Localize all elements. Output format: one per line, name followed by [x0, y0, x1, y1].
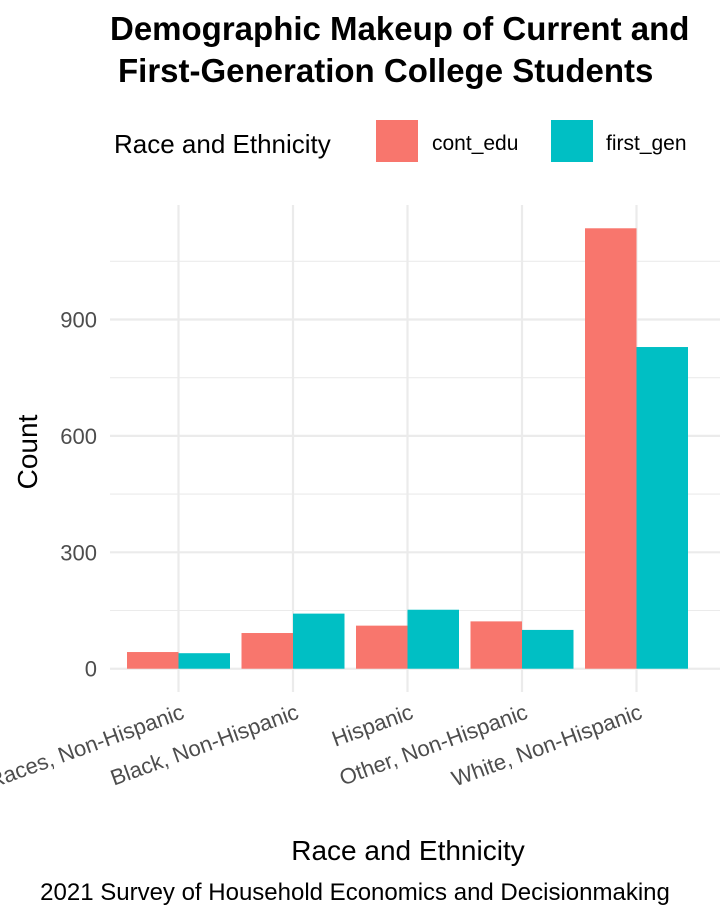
legend-title: Race and Ethnicity — [114, 129, 331, 159]
legend-label-first-gen: first_gen — [606, 132, 687, 155]
x-tick-label: Other, Non-Hispanic — [336, 699, 531, 790]
chart-title-line-2: First-Generation College Students — [118, 52, 653, 89]
bar-cont-edu-0 — [127, 652, 179, 669]
bar-first-gen-3 — [522, 629, 574, 669]
legend-label-cont-edu: cont_edu — [432, 132, 518, 155]
x-tick-label: White, Non-Hispanic — [448, 699, 645, 791]
bar-cont-edu-2 — [356, 625, 408, 669]
y-axis-title: Count — [12, 414, 43, 489]
x-axis-title: Race and Ethnicity — [291, 835, 524, 866]
y-tick-label: 600 — [60, 424, 97, 449]
bars — [127, 228, 688, 669]
bar-first-gen-2 — [407, 609, 459, 669]
legend-key-cont-edu — [376, 120, 418, 162]
y-tick-labels: 0 300 600 900 — [60, 307, 97, 681]
y-tick-label: 0 — [85, 657, 97, 682]
bar-cont-edu-1 — [241, 633, 293, 669]
bar-cont-edu-4 — [585, 228, 637, 669]
bar-first-gen-1 — [293, 613, 345, 669]
x-tick-label: Black, Non-Hispanic — [107, 699, 302, 790]
legend-key-first-gen — [551, 120, 593, 162]
chart-title-line-1: Demographic Makeup of Current and — [110, 10, 689, 47]
y-tick-label: 300 — [60, 540, 97, 565]
caption: 2021 Survey of Household Economics and D… — [40, 879, 670, 906]
bar-first-gen-4 — [636, 347, 688, 669]
bar-cont-edu-3 — [470, 621, 522, 669]
legend: Race and Ethnicity cont_edu first_gen — [114, 120, 687, 162]
bar-first-gen-0 — [178, 653, 230, 669]
y-tick-label: 900 — [60, 307, 97, 332]
